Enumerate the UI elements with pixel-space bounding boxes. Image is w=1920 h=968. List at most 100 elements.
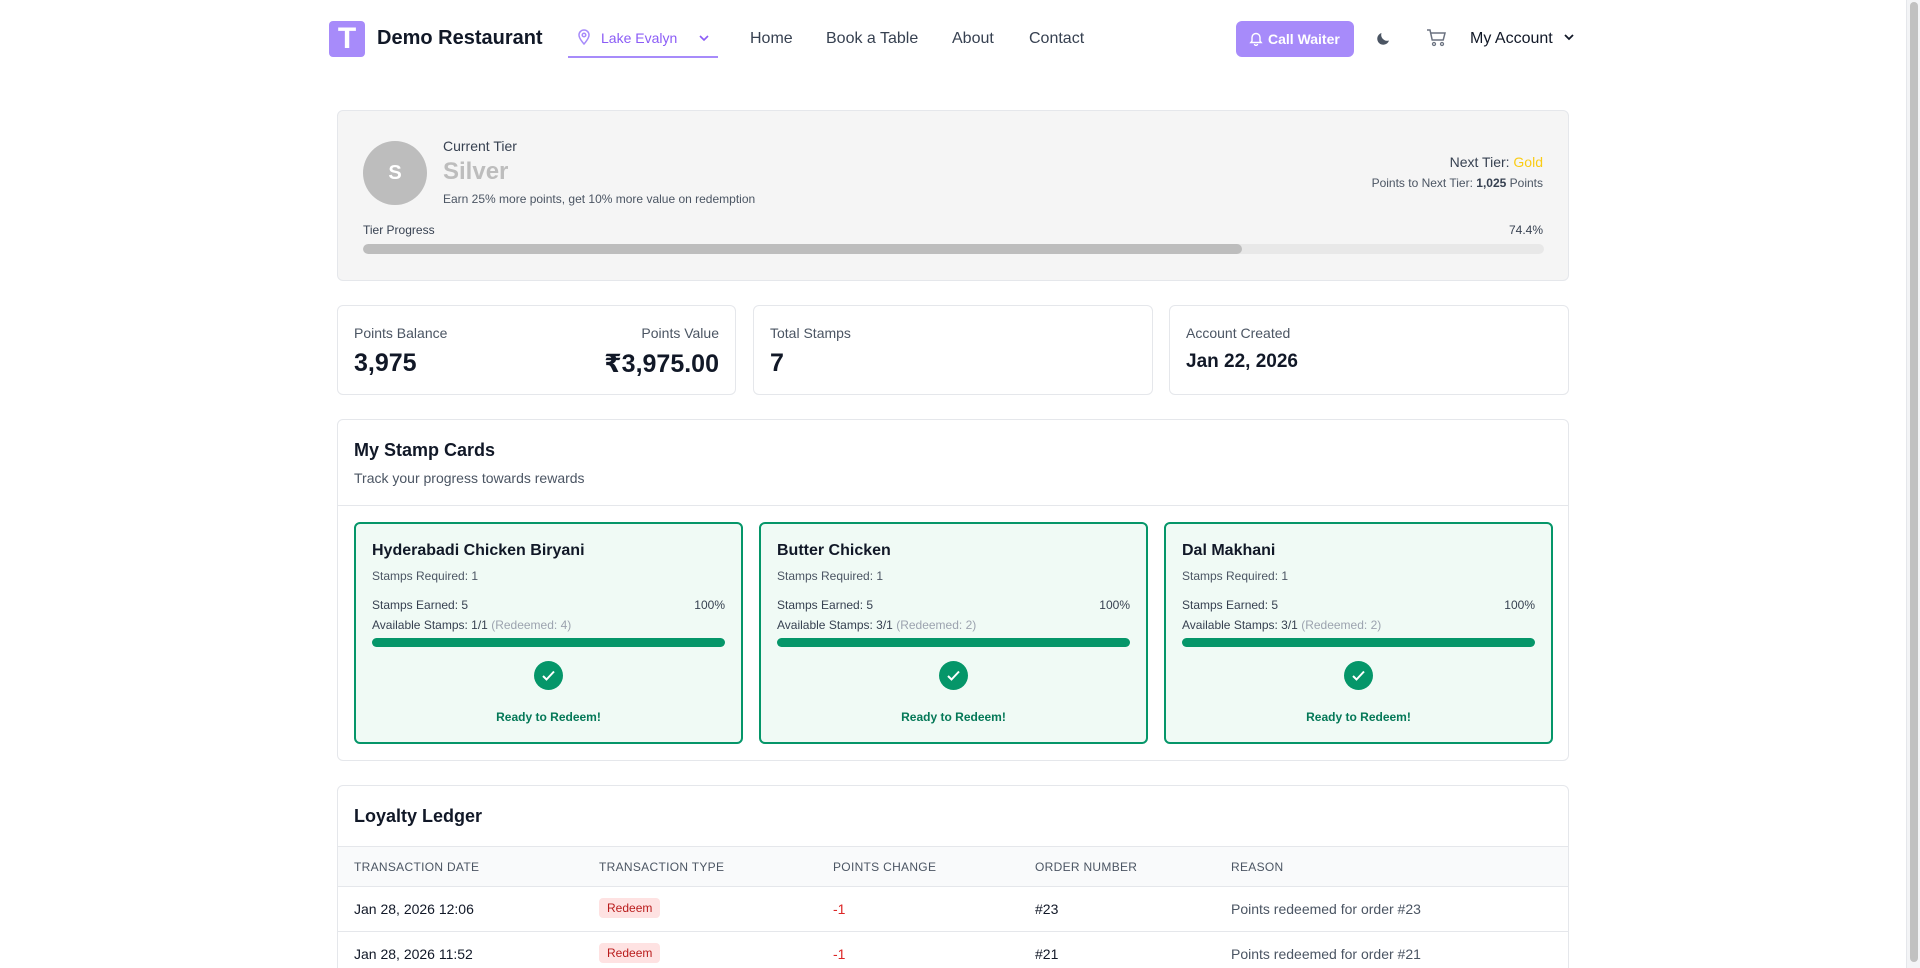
tier-progress-bar [363, 244, 1544, 254]
location-selector[interactable]: Lake Evalyn [568, 20, 718, 58]
top-navbar: T Demo Restaurant Lake Evalyn Home Book … [0, 0, 1906, 78]
points-to-next-tier: Points to Next Tier: 1,025 Points [1372, 176, 1543, 190]
points-balance-label: Points Balance [354, 325, 448, 341]
stamp-percent: 100% [1099, 598, 1130, 612]
cart-icon[interactable] [1426, 28, 1448, 53]
table-row[interactable]: Jan 28, 2026 12:06 Redeem -1 #23 Points … [338, 887, 1568, 932]
row-date: Jan 28, 2026 12:06 [354, 901, 474, 917]
stamp-percent: 100% [1504, 598, 1535, 612]
tier-avatar: S [363, 141, 427, 205]
row-reason: Points redeemed for order #21 [1231, 946, 1421, 962]
stamps-required: Stamps Required: 1 [1182, 569, 1289, 583]
current-tier-name: Silver [443, 158, 509, 185]
next-tier-label: Next Tier: [1449, 154, 1514, 170]
divider [338, 505, 1568, 506]
available-stamps: Available Stamps: 3/1 (Redeemed: 2) [1182, 618, 1381, 632]
call-waiter-label: Call Waiter [1268, 31, 1340, 47]
tier-progress-percent: 74.4% [1508, 223, 1543, 237]
stamp-card[interactable]: Dal Makhani Stamps Required: 1 Stamps Ea… [1164, 522, 1553, 744]
stamp-progress-bar [777, 638, 1130, 647]
nav-about[interactable]: About [952, 30, 994, 47]
next-tier: Next Tier: Gold [1450, 154, 1543, 170]
next-tier-name: Gold [1513, 154, 1543, 170]
stamp-progress-bar [1182, 638, 1535, 647]
stamps-earned: Stamps Earned: 5 [777, 598, 874, 612]
check-circle-icon [939, 661, 968, 690]
row-points-change: -1 [833, 946, 846, 962]
dark-mode-icon[interactable] [1375, 29, 1393, 52]
row-reason: Points redeemed for order #23 [1231, 901, 1421, 917]
location-label: Lake Evalyn [601, 30, 678, 46]
current-tier-label: Current Tier [443, 138, 517, 154]
col-order-number[interactable]: ORDER NUMBER [1035, 860, 1138, 874]
stamp-cards-title: My Stamp Cards [354, 440, 496, 460]
tier-description: Earn 25% more points, get 10% more value… [443, 192, 756, 206]
check-circle-icon [534, 661, 563, 690]
available-stamps-text: Available Stamps: 1/1 [372, 618, 488, 632]
available-stamps-text: Available Stamps: 3/1 [1182, 618, 1298, 632]
stamp-progress-fill [1182, 638, 1535, 647]
stamps-required: Stamps Required: 1 [777, 569, 884, 583]
nav-home[interactable]: Home [750, 30, 793, 47]
page-scrollbar[interactable] [1906, 0, 1920, 968]
stamp-progress-bar [372, 638, 725, 647]
loyalty-ledger-title: Loyalty Ledger [354, 806, 483, 826]
available-stamps: Available Stamps: 3/1 (Redeemed: 2) [777, 618, 976, 632]
col-points-change[interactable]: POINTS CHANGE [833, 860, 937, 874]
stamp-percent: 100% [694, 598, 725, 612]
tier-progress-label: Tier Progress [363, 223, 435, 237]
to-next-unit: Points [1506, 176, 1543, 190]
type-badge: Redeem [599, 943, 661, 963]
tier-progress-fill [363, 244, 1242, 254]
total-stamps-value: 7 [770, 349, 784, 377]
to-next-label: Points to Next Tier: [1371, 176, 1477, 190]
my-account-menu[interactable]: My Account [1470, 30, 1575, 48]
stamps-earned: Stamps Earned: 5 [372, 598, 469, 612]
stamp-cards-subtitle: Track your progress towards rewards [354, 470, 585, 486]
row-order-number: #21 [1035, 946, 1059, 962]
table-row[interactable]: Jan 28, 2026 11:52 Redeem -1 #21 Points … [338, 932, 1568, 968]
stamps-required: Stamps Required: 1 [372, 569, 479, 583]
nav-book-table[interactable]: Book a Table [826, 30, 919, 47]
account-created-label: Account Created [1186, 325, 1291, 341]
available-stamps: Available Stamps: 1/1 (Redeemed: 4) [372, 618, 571, 632]
total-stamps-label: Total Stamps [770, 325, 851, 341]
redeemed-count: (Redeemed: 2) [1301, 618, 1382, 632]
brand-logo[interactable]: T [329, 21, 365, 57]
ready-to-redeem: Ready to Redeem! [1306, 710, 1411, 724]
stamp-card[interactable]: Butter Chicken Stamps Required: 1 Stamps… [759, 522, 1148, 744]
stamp-card-name: Dal Makhani [1182, 542, 1276, 559]
points-balance-value: 3,975 [354, 349, 417, 377]
ledger-table-header: TRANSACTION DATE TRANSACTION TYPE POINTS… [338, 846, 1568, 887]
stamp-card[interactable]: Hyderabadi Chicken Biryani Stamps Requir… [354, 522, 743, 744]
tier-card: S Current Tier Silver Earn 25% more poin… [337, 110, 1569, 281]
type-badge: Redeem [599, 898, 661, 918]
nav-contact[interactable]: Contact [1029, 30, 1085, 47]
call-waiter-button[interactable]: Call Waiter [1236, 21, 1354, 57]
stamp-cards-panel: My Stamp Cards Track your progress towar… [337, 419, 1569, 761]
stamp-card-name: Hyderabadi Chicken Biryani [372, 542, 585, 559]
col-transaction-date[interactable]: TRANSACTION DATE [354, 860, 480, 874]
points-value-label: Points Value [641, 325, 719, 341]
col-transaction-type[interactable]: TRANSACTION TYPE [599, 860, 725, 874]
row-date: Jan 28, 2026 11:52 [354, 946, 473, 962]
chevron-down-icon [1563, 30, 1575, 48]
account-created-value: Jan 22, 2026 [1186, 351, 1298, 372]
available-stamps-text: Available Stamps: 3/1 [777, 618, 893, 632]
col-reason[interactable]: REASON [1231, 860, 1284, 874]
brand-name[interactable]: Demo Restaurant [377, 27, 543, 49]
ready-to-redeem: Ready to Redeem! [901, 710, 1006, 724]
my-account-label: My Account [1470, 30, 1553, 48]
redeemed-count: (Redeemed: 4) [491, 618, 572, 632]
stamp-card-name: Butter Chicken [777, 542, 891, 559]
ready-to-redeem: Ready to Redeem! [496, 710, 601, 724]
map-pin-icon [577, 29, 591, 48]
stamps-earned: Stamps Earned: 5 [1182, 598, 1279, 612]
stamp-progress-fill [372, 638, 725, 647]
row-points-change: -1 [833, 901, 846, 917]
loyalty-ledger-panel: Loyalty Ledger TRANSACTION DATE TRANSACT… [337, 785, 1569, 968]
redeemed-count: (Redeemed: 2) [896, 618, 977, 632]
stamps-card: Total Stamps 7 [753, 305, 1153, 395]
to-next-value: 1,025 [1476, 176, 1507, 190]
scrollbar-thumb[interactable] [1910, 2, 1918, 962]
